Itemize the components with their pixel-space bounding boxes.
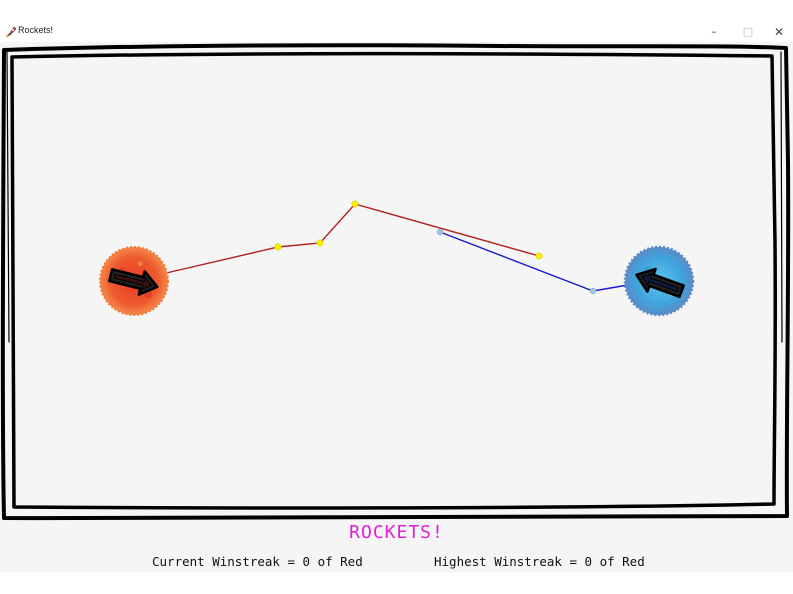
blue-waypoint [589, 287, 597, 295]
bottom-strip [0, 572, 793, 594]
arena-border [0, 43, 791, 521]
blue-waypoint [436, 228, 444, 236]
rocket-icon [5, 26, 17, 38]
game-board[interactable] [0, 42, 793, 530]
minimize-button[interactable]: – [711, 25, 717, 38]
red-waypoints [274, 200, 543, 260]
close-button[interactable]: ✕ [773, 25, 785, 39]
red-waypoint [351, 200, 359, 208]
red-rocket-icon [108, 268, 159, 296]
red-waypoint [274, 243, 282, 251]
red-waypoint [535, 252, 543, 260]
title-bar[interactable]: Rockets! – □ ✕ [0, 22, 793, 42]
red-waypoint [316, 239, 324, 247]
blue-rocket-icon [635, 267, 685, 299]
game-title: ROCKETS! [349, 522, 444, 543]
current-winstreak-label: Current Winstreak = 0 of Red [152, 554, 363, 569]
window-title: Rockets! [18, 25, 54, 35]
blue-waypoints [436, 228, 597, 295]
highest-winstreak-label: Highest Winstreak = 0 of Red [434, 554, 645, 569]
top-strip [0, 0, 793, 22]
maximize-button[interactable]: □ [742, 25, 754, 38]
